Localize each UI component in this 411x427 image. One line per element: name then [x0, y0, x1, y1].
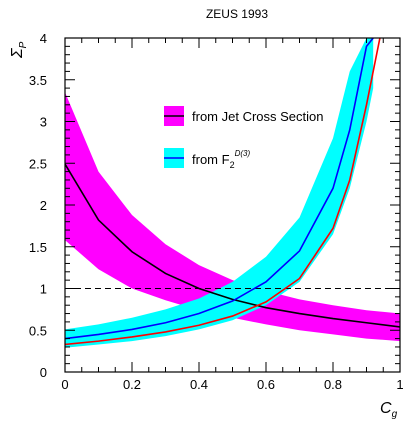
y-tick-label-1: 0.5 — [29, 323, 47, 338]
legend-label-f2: from F2D(3) — [192, 149, 250, 170]
y-tick-label-5: 2.5 — [29, 156, 47, 171]
x-tick-label-5: 1 — [396, 377, 403, 392]
legend-entry-jet: from Jet Cross Section — [164, 106, 324, 126]
legend-label-f2-sup: D(3) — [235, 149, 251, 158]
uncertainty-band-1 — [65, 38, 374, 348]
y-tick-label-7: 3.5 — [29, 73, 47, 88]
x-axis-label-main: C — [380, 400, 392, 417]
y-tick-label-0: 0 — [40, 365, 47, 380]
series-line-1 — [65, 38, 374, 340]
y-tick-label-4: 2 — [40, 198, 47, 213]
x-tick-label-4: 0.8 — [324, 377, 342, 392]
legend-label-f2-sub: 2 — [230, 160, 235, 170]
y-tick-label-2: 1 — [40, 282, 47, 297]
series-line-0 — [65, 163, 400, 328]
legend-label-jet: from Jet Cross Section — [192, 109, 324, 124]
legend-entry-f2: from F2D(3) — [164, 148, 250, 170]
series-lines — [65, 38, 400, 346]
y-axis-label-sub: P — [18, 41, 29, 48]
y-axis-label: ΣP — [9, 41, 29, 59]
y-tick-label-8: 4 — [40, 31, 47, 46]
y-tick-label-3: 1.5 — [29, 240, 47, 255]
legend: from Jet Cross Section from F2D(3) — [164, 106, 324, 170]
x-tick-label-0: 0 — [61, 377, 68, 392]
y-axis-label-main: Σ — [9, 47, 26, 59]
x-axis-label-sub: g — [392, 409, 398, 420]
axis-ticks — [64, 37, 401, 373]
x-tick-label-3: 0.6 — [257, 377, 275, 392]
uncertainty-band-0 — [65, 92, 400, 342]
x-axis-label: Cg — [380, 400, 398, 420]
legend-label-f2-main: from F — [192, 152, 230, 167]
chart-title: ZEUS 1993 — [206, 7, 268, 21]
x-tick-label-2: 0.4 — [190, 377, 208, 392]
series-line-2 — [65, 38, 381, 346]
uncertainty-bands — [65, 38, 400, 348]
x-tick-label-1: 0.2 — [123, 377, 141, 392]
y-tick-label-6: 3 — [40, 115, 47, 130]
axis-tick-labels: 0 0.2 0.4 0.6 0.8 1 0 0.5 1 1.5 2 2.5 3 3.5 4 — [29, 31, 404, 392]
